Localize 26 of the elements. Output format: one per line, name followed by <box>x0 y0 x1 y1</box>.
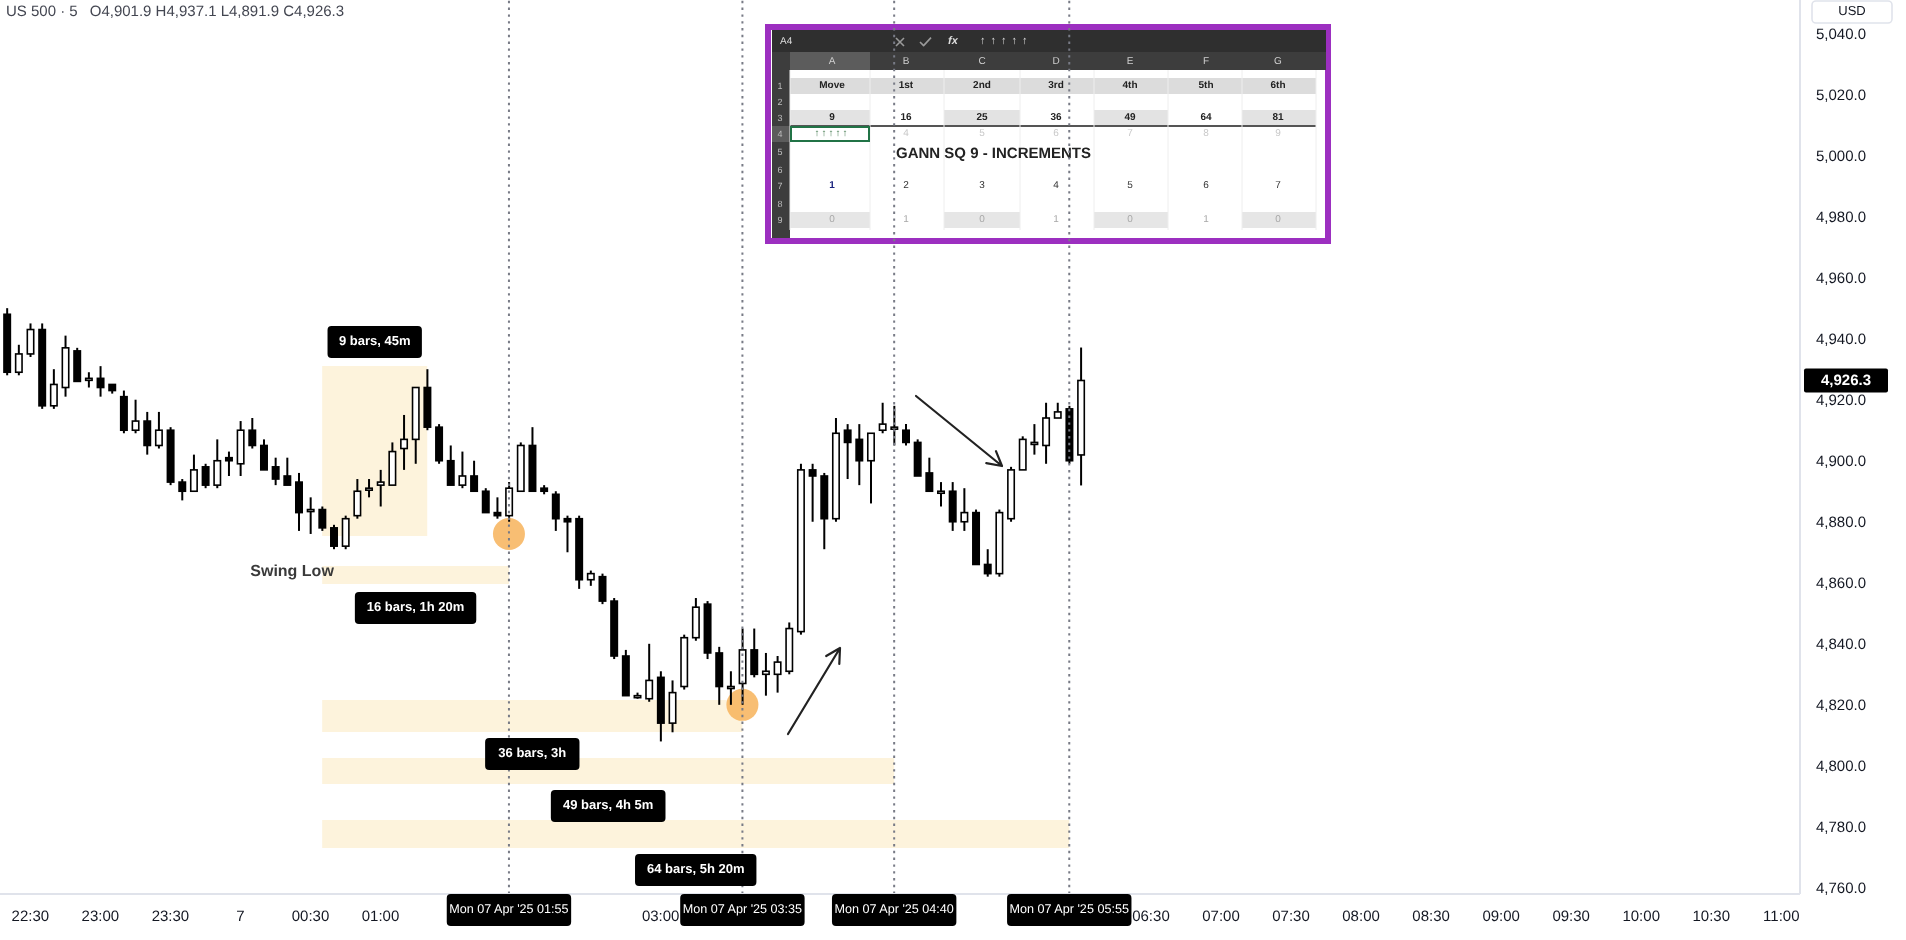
candlestick <box>189 453 198 493</box>
candlestick <box>365 478 374 499</box>
candlestick <box>902 423 910 447</box>
candlestick <box>224 450 233 477</box>
candlestick <box>119 389 128 435</box>
candlestick <box>656 670 665 743</box>
candlestick <box>341 514 350 551</box>
candlestick <box>1042 401 1051 465</box>
candlestick <box>866 432 875 505</box>
candlestick <box>49 368 58 410</box>
candlestick <box>726 670 735 706</box>
candlestick <box>295 471 303 532</box>
candlestick <box>470 459 479 493</box>
candlestick <box>259 438 268 471</box>
candlestick <box>400 413 409 471</box>
candlestick <box>435 423 444 465</box>
candlestick <box>761 651 770 697</box>
candlestick <box>937 481 946 508</box>
candlestick <box>330 523 339 551</box>
candlestick <box>621 648 630 697</box>
annotation: Swing Low <box>250 562 336 581</box>
candlestick <box>353 478 362 520</box>
candlestick <box>14 343 23 377</box>
candlestick <box>668 679 677 734</box>
candlestick <box>691 597 700 642</box>
candlestick <box>154 410 163 450</box>
